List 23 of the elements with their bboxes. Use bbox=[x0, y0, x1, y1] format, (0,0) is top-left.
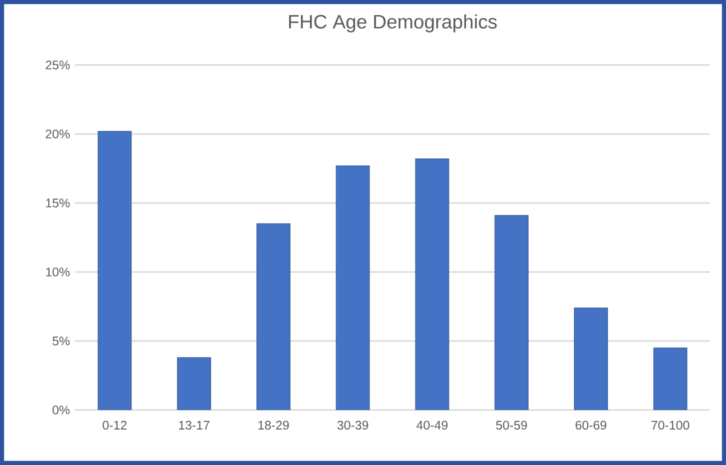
x-tick-label: 50-59 bbox=[496, 420, 527, 430]
x-tick-label: 18-29 bbox=[258, 420, 289, 430]
bar bbox=[177, 357, 212, 410]
x-tick-label: 60-69 bbox=[576, 420, 606, 430]
y-tick-label: 0% bbox=[52, 406, 70, 414]
bar bbox=[256, 223, 290, 410]
x-tick-label: 30-39 bbox=[337, 420, 368, 430]
x-tick-label: 0-12 bbox=[102, 420, 127, 430]
y-tick-label: 20% bbox=[46, 130, 70, 138]
bar bbox=[653, 348, 688, 410]
y-tick-label: 15% bbox=[46, 198, 70, 208]
x-tick-label: 70-100 bbox=[652, 420, 690, 430]
bar bbox=[98, 130, 132, 410]
bar bbox=[494, 215, 529, 410]
y-tick-label: 10% bbox=[46, 268, 70, 276]
chart-title: FHC Age Demographics bbox=[289, 14, 497, 32]
bar bbox=[574, 308, 608, 410]
y-tick-label: 25% bbox=[46, 60, 70, 70]
y-tick-label: 5% bbox=[52, 336, 70, 346]
x-tick-label: 13-17 bbox=[179, 420, 210, 430]
bar bbox=[336, 165, 370, 410]
x-tick-label: 40-49 bbox=[416, 420, 448, 430]
bar bbox=[415, 158, 450, 410]
